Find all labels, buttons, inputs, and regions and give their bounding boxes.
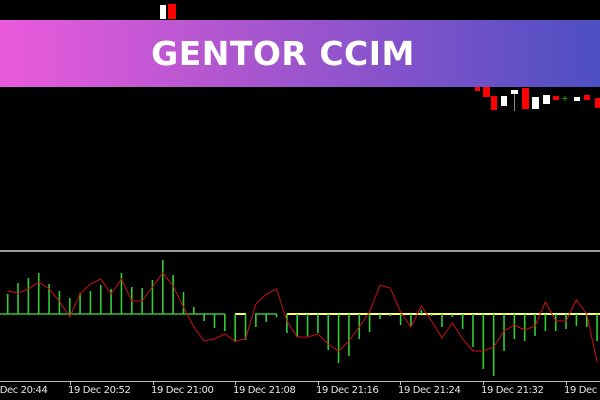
candle-wick [514, 94, 515, 111]
doji-candle: + [562, 94, 568, 105]
bear-candle [483, 87, 490, 97]
bear-candle [595, 98, 600, 108]
time-tick [318, 381, 319, 385]
bull-candle [532, 97, 539, 109]
time-label: 19 Dec 21:40 [564, 385, 600, 396]
signal-line [7, 272, 598, 363]
time-label: 19 Dec 21:08 [233, 385, 296, 396]
bear-candle [475, 87, 480, 91]
time-tick [483, 381, 484, 385]
time-tick [153, 381, 154, 385]
time-axis-line [0, 381, 600, 382]
bull-candle [543, 95, 550, 104]
bull-candle [160, 5, 166, 19]
time-label: 19 Dec 21:16 [316, 385, 379, 396]
time-tick [566, 381, 567, 385]
pane-separator[interactable] [0, 250, 600, 252]
title-banner: GENTOR CCIM [0, 20, 600, 87]
bear-candle [491, 96, 497, 110]
banner-title: GENTOR CCIM [151, 34, 415, 73]
time-label: 19 Dec 21:00 [151, 385, 214, 396]
bear-candle [553, 96, 559, 100]
bull-candle [511, 90, 518, 94]
time-tick [235, 381, 236, 385]
time-label: 19 Dec 21:24 [398, 385, 461, 396]
bear-candle [584, 95, 590, 100]
time-tick [70, 381, 71, 385]
time-label: 19 Dec 20:44 [0, 385, 48, 396]
indicator-pane[interactable] [0, 252, 600, 381]
bear-candle [168, 4, 176, 19]
time-label: 19 Dec 21:32 [481, 385, 544, 396]
time-label: 19 Dec 20:52 [68, 385, 131, 396]
bear-candle [522, 88, 529, 109]
time-tick [400, 381, 401, 385]
bull-candle [501, 96, 507, 106]
bull-candle [574, 97, 580, 101]
